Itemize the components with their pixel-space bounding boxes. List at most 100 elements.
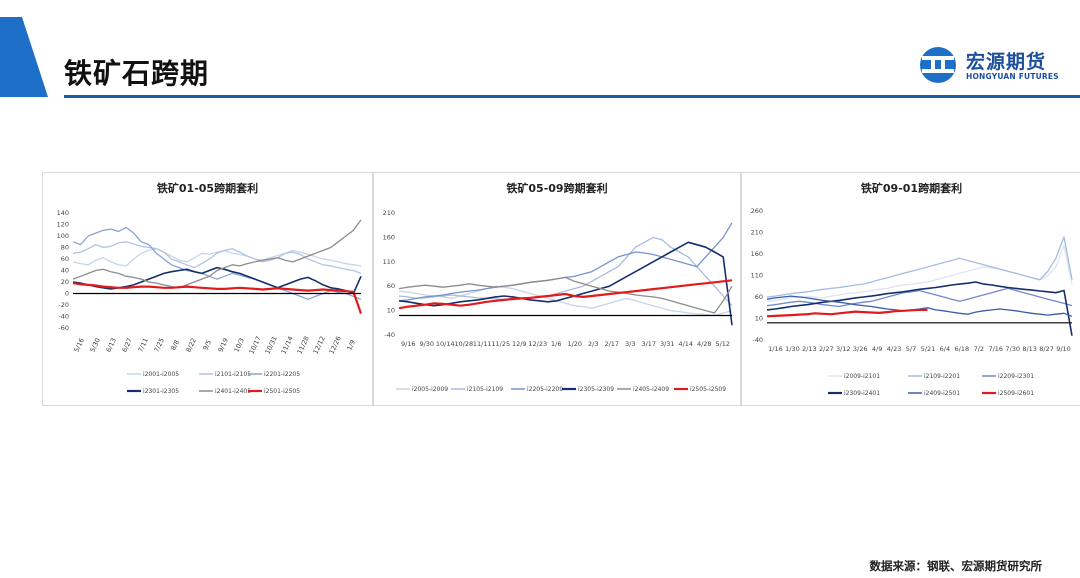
x-tick-label: 3/31 — [660, 340, 675, 348]
x-tick-label: 10/17 — [248, 335, 263, 355]
y-tick-label: -40 — [58, 313, 69, 321]
y-tick-label: 0 — [65, 290, 69, 298]
x-tick-label: 8/13 — [1022, 345, 1037, 353]
x-tick-label: 7/11 — [136, 337, 149, 354]
chart-title: 铁矿01-05跨期套利 — [157, 181, 258, 195]
series-line-i2205-i2209 — [398, 222, 733, 302]
x-tick-label: 4/23 — [887, 345, 902, 353]
y-tick-label: 140 — [57, 209, 69, 217]
x-tick-label: 10/28 — [454, 340, 473, 348]
x-tick-label: 2/13 — [802, 345, 817, 353]
legend-label: i2205-i2209 — [527, 386, 563, 393]
x-tick-label: 9/30 — [419, 340, 434, 348]
y-tick-label: -40 — [384, 331, 395, 339]
x-tick-label: 1/9 — [345, 339, 357, 352]
x-tick-label: 9/16 — [401, 340, 416, 348]
chart-title: 铁矿09-01跨期套利 — [861, 181, 962, 195]
y-tick-label: 260 — [751, 207, 763, 215]
series-line-i2101-i2105 — [72, 241, 362, 275]
y-tick-label: 160 — [751, 250, 763, 258]
legend-label: i2209-i2301 — [998, 373, 1034, 380]
x-tick-label: 8/27 — [1039, 345, 1054, 353]
legend-label: i2005-i2009 — [412, 386, 448, 393]
legend-label: i2505-i2509 — [690, 386, 726, 393]
x-tick-label: 5/12 — [715, 340, 730, 348]
y-tick-label: -40 — [752, 336, 763, 344]
x-tick-label: 7/30 — [1005, 345, 1020, 353]
page-title: 铁矿石跨期 — [64, 57, 210, 90]
legend-label: i2101-i2105 — [215, 371, 251, 378]
x-tick-label: 3/12 — [836, 345, 851, 353]
x-tick-label: 1/20 — [567, 340, 582, 348]
x-tick-label: 11/28 — [296, 335, 311, 355]
legend-label: i2201-i2205 — [264, 371, 300, 378]
y-tick-label: 60 — [387, 282, 395, 290]
legend-label: i2509-i2601 — [998, 390, 1034, 397]
x-tick-label: 5/16 — [72, 337, 85, 354]
x-tick-label: 10/14 — [436, 340, 455, 348]
x-tick-label: 6/4 — [940, 345, 950, 353]
x-tick-label: 9/5 — [201, 339, 213, 352]
x-tick-label: 11/25 — [491, 340, 510, 348]
legend-label: i2001-i2005 — [143, 371, 179, 378]
chart-01-05: 铁矿01-05跨期套利140120100806040200-20-40-605/… — [57, 181, 363, 395]
x-tick-label: 1/6 — [551, 340, 561, 348]
x-tick-label: 8/8 — [169, 339, 181, 352]
x-tick-label: 9/19 — [216, 337, 229, 354]
logo-text: 宏源期货 — [966, 51, 1047, 73]
x-tick-label: 2/17 — [604, 340, 619, 348]
x-tick-label: 4/28 — [697, 340, 712, 348]
x-tick-label: 5/21 — [921, 345, 936, 353]
x-tick-label: 9/10 — [1056, 345, 1071, 353]
series-line-i2501-i2505 — [72, 282, 363, 314]
chart-05-09: 铁矿05-09跨期套利 210 160 110 60 10 -40 9/16 9/30 10/14… — [383, 181, 733, 393]
y-tick-label: 210 — [383, 209, 395, 217]
legend-label: i2009-i2101 — [844, 373, 880, 380]
x-tick-label: 11/11 — [473, 340, 492, 348]
x-tick-label: 8/22 — [184, 337, 197, 354]
legend-label: i2409-i2501 — [924, 390, 960, 397]
y-tick-label: 110 — [383, 258, 395, 266]
x-tick-label: 4/14 — [678, 340, 693, 348]
chart-panel-01-05: 铁矿01-05跨期套利 140 120 100 80 60 40 20 0 -20 -40 -60 5/… — [42, 172, 373, 406]
series-line-i2201-i2205 — [72, 226, 362, 300]
x-tick-label: 11/14 — [280, 335, 295, 355]
x-tick-label: 6/13 — [104, 337, 117, 354]
y-tick-label: 100 — [57, 232, 69, 240]
x-tick-label: 5/30 — [88, 337, 101, 354]
legend-label: i2405-i2409 — [633, 386, 669, 393]
legend-label: i2305-i2309 — [578, 386, 614, 393]
x-tick-label: 2/27 — [819, 345, 834, 353]
series-line-i2305-i2309 — [398, 241, 733, 326]
x-tick-label: 5/7 — [906, 345, 916, 353]
chart-panel-05-09: 铁矿05-09跨期套利 210 160 110 60 10 -40 9/16 9/30 10/14… — [373, 172, 741, 406]
y-tick-label: 160 — [383, 233, 395, 241]
y-tick-label: 110 — [751, 272, 763, 280]
x-tick-label: 2/3 — [588, 340, 598, 348]
x-tick-label: 12/9 — [512, 340, 527, 348]
x-tick-label: 3/3 — [625, 340, 635, 348]
legend-label: i2301-i2305 — [143, 388, 179, 395]
y-tick-label: 80 — [61, 244, 69, 252]
x-tick-label: 3/26 — [853, 345, 868, 353]
x-tick-label: 4/9 — [872, 345, 882, 353]
series-line-i2209-i2301 — [766, 287, 1073, 308]
series-line-i2309-i2401 — [766, 281, 1073, 336]
x-tick-label: 3/17 — [641, 340, 656, 348]
x-tick-label: 7/2 — [974, 345, 984, 353]
series-line-i2401-i2405 — [72, 219, 362, 289]
y-tick-label: 40 — [61, 267, 69, 275]
series-line-i2105-i2109 — [398, 236, 733, 307]
x-tick-label: 12/23 — [528, 340, 547, 348]
chart-panel-09-01: 铁矿09-01跨期套利 260 210 160 110 60 10 -40 1/16 1/30 2/… — [741, 172, 1080, 406]
y-tick-label: 20 — [61, 278, 69, 286]
y-tick-label: 10 — [755, 315, 763, 323]
y-tick-label: 60 — [61, 255, 69, 263]
x-tick-label: 7/16 — [988, 345, 1003, 353]
logo-subtext: HONGYUAN FUTURES — [966, 72, 1059, 81]
legend-label: i2109-i2201 — [924, 373, 960, 380]
series-line-i2405-i2409 — [398, 276, 733, 314]
x-tick-label: 10/31 — [264, 335, 279, 355]
company-logo: 宏源期货 HONGYUAN FUTURES — [918, 45, 1078, 85]
